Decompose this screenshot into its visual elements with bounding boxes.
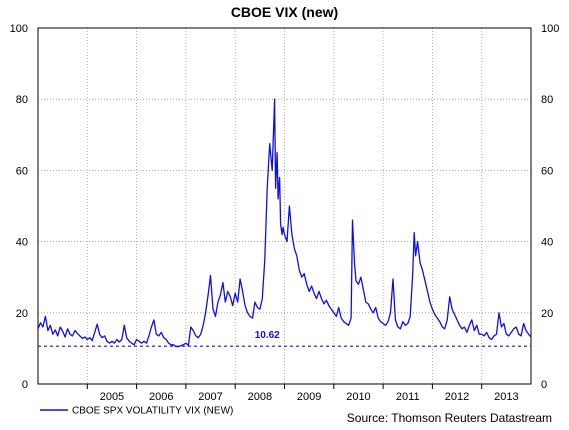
y-tick-label-right: 0 xyxy=(541,379,547,391)
y-tick-label-left: 40 xyxy=(16,237,28,249)
x-tick-label: 2006 xyxy=(149,391,173,403)
x-tick-label: 2010 xyxy=(346,391,370,403)
x-tick-label: 2005 xyxy=(100,391,124,403)
y-tick-label-right: 100 xyxy=(541,23,559,35)
y-tick-label-right: 60 xyxy=(541,165,553,177)
series-group xyxy=(37,98,532,348)
x-tick-label: 2009 xyxy=(297,391,321,403)
reference-line-label: 10.62 xyxy=(255,330,280,341)
reference-line-group: 10.62 xyxy=(38,330,531,347)
source-note: Source: Thomson Reuters Datastream xyxy=(347,411,552,425)
series-line-vix xyxy=(37,98,532,348)
x-tick-label: 2012 xyxy=(445,391,469,403)
axes: 0 0 20 20 40 40 60 60 80 80 100 100 2005 2006 2007 2008… xyxy=(10,23,560,403)
legend: CBOE SPX VOLATILITY VIX (NEW) xyxy=(40,406,233,417)
chart-title: CBOE VIX (new) xyxy=(231,4,338,20)
y-tick-label-left: 100 xyxy=(10,23,28,35)
x-tick-label: 2013 xyxy=(494,391,518,403)
y-tick-label-right: 20 xyxy=(541,308,553,320)
y-tick-label-left: 80 xyxy=(16,94,28,106)
x-tick-label: 2007 xyxy=(198,391,222,403)
y-tick-label-left: 20 xyxy=(16,308,28,320)
grid-lines xyxy=(38,28,531,384)
y-tick-label-right: 80 xyxy=(541,94,553,106)
y-tick-label-left: 0 xyxy=(22,379,28,391)
legend-label: CBOE SPX VOLATILITY VIX (NEW) xyxy=(72,406,233,417)
y-tick-label-right: 40 xyxy=(541,237,553,249)
x-tick-label: 2008 xyxy=(248,391,272,403)
y-tick-label-left: 60 xyxy=(16,165,28,177)
x-tick-label: 2011 xyxy=(396,391,420,403)
